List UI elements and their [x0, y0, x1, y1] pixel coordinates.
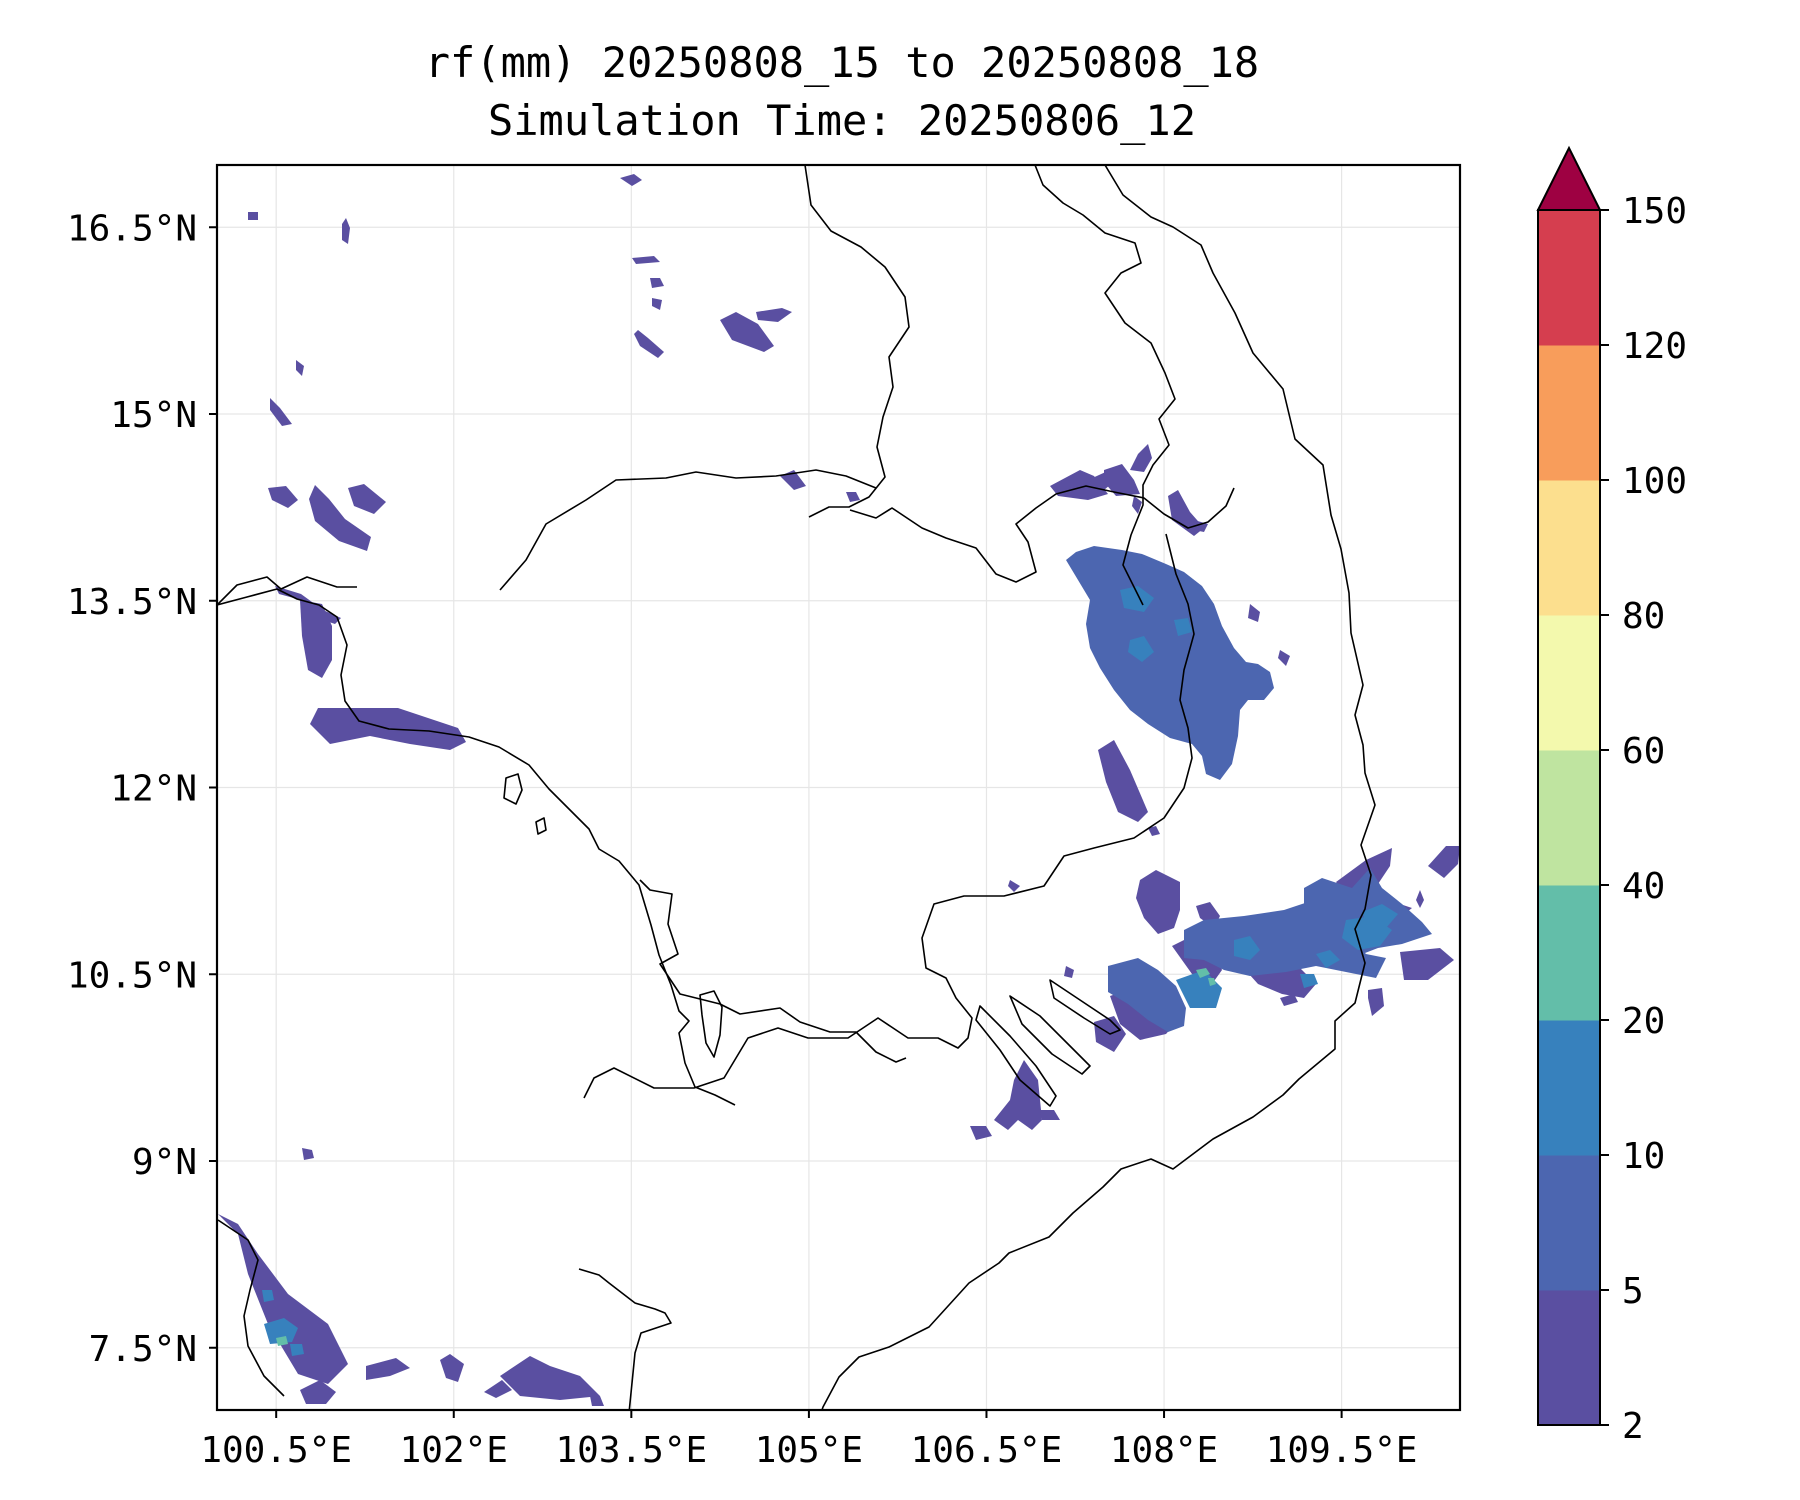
y-tick-label: 9°N	[132, 1142, 197, 1183]
map-title: rf(mm) 20250808_15 to 20250808_18	[424, 38, 1260, 87]
koh-rong-island	[535, 817, 547, 835]
x-tick-label: 106.5°E	[911, 1430, 1063, 1471]
y-tick-label: 10.5°N	[67, 955, 197, 996]
colorbar-segment	[1538, 345, 1600, 481]
phu-quoc-island	[699, 990, 723, 1058]
x-tick-label: 105°E	[755, 1430, 863, 1471]
colorbar-segment	[1538, 1290, 1600, 1426]
y-tick-label: 7.5°N	[89, 1329, 197, 1370]
laos-vietnam-border	[1034, 165, 1176, 606]
x-tick-label: 103.5°E	[555, 1430, 707, 1471]
mekong-delta-channels	[975, 979, 1121, 1107]
thai-peninsula-coast	[217, 1219, 285, 1397]
thailand-cambodia-border	[499, 469, 877, 591]
colorbar: 2 5 10 20 40 60 80 100 120 150	[1536, 145, 1687, 1447]
colorbar-extend-triangle	[1536, 145, 1602, 211]
colorbar-segment	[1538, 885, 1600, 1021]
cambodia-coast	[639, 879, 907, 1063]
colorbar-tick-label: 100	[1622, 461, 1687, 502]
vietnam-coastline	[578, 165, 1376, 1410]
colorbar-tick-label: 20	[1622, 1001, 1665, 1042]
colorbar-tick-label: 60	[1622, 731, 1665, 772]
colorbar-segment	[1538, 1020, 1600, 1156]
thailand-gulf-coast	[217, 588, 736, 1106]
rainfall-peak	[276, 968, 1216, 1346]
cambodia-vietnam-border	[583, 533, 1195, 1099]
colorbar-tick-label: 150	[1622, 191, 1687, 232]
colorbar-tick-label: 2	[1622, 1406, 1644, 1447]
y-axis-ticks: 16.5°N 15°N 13.5°N 12°N 10.5°N 9°N 7.5°N	[67, 208, 217, 1370]
y-tick-label: 15°N	[110, 395, 197, 436]
x-tick-label: 108°E	[1110, 1430, 1218, 1471]
x-axis-ticks: 100.5°E 102°E 103.5°E 105°E 106.5°E 108°E 109.…	[200, 1410, 1417, 1471]
laos-thailand-border	[804, 165, 910, 518]
y-tick-label: 12°N	[110, 769, 197, 810]
colorbar-segment	[1538, 480, 1600, 616]
colorbar-segment	[1538, 210, 1600, 346]
colorbar-ticks: 2 5 10 20 40 60 80 100 120 150	[1600, 191, 1687, 1447]
coastlines-borders	[217, 165, 1376, 1410]
colorbar-segment	[1538, 750, 1600, 886]
x-tick-label: 100.5°E	[200, 1430, 352, 1471]
cambodia-laos-border	[849, 485, 1235, 583]
colorbar-tick-label: 10	[1622, 1136, 1665, 1177]
colorbar-tick-label: 5	[1622, 1271, 1644, 1312]
map-subtitle: Simulation Time: 20250806_12	[487, 96, 1196, 145]
x-tick-label: 109.5°E	[1266, 1430, 1418, 1471]
myanmar-thailand-border	[217, 576, 357, 606]
x-tick-label: 102°E	[400, 1430, 508, 1471]
colorbar-tick-label: 80	[1622, 596, 1665, 637]
gridlines	[217, 165, 1460, 1410]
colorbar-tick-label: 120	[1622, 326, 1687, 367]
colorbar-frame	[1537, 209, 1601, 1426]
colorbar-tick-label: 40	[1622, 866, 1665, 907]
colorbar-segments	[1538, 210, 1600, 1426]
koh-kong-island	[503, 773, 523, 805]
y-tick-label: 16.5°N	[67, 208, 197, 249]
y-tick-label: 13.5°N	[67, 582, 197, 623]
colorbar-segment	[1538, 1155, 1600, 1291]
colorbar-segment	[1538, 615, 1600, 751]
